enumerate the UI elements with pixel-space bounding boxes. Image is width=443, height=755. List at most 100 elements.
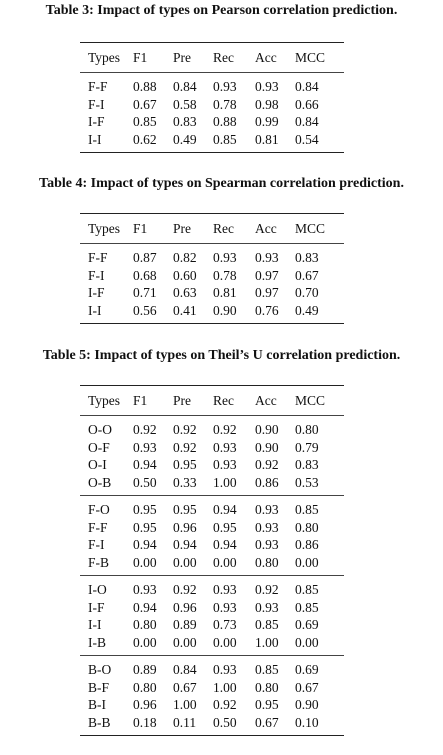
table-cell: 0.92 xyxy=(173,422,197,437)
table-cell: 0.41 xyxy=(173,302,197,318)
table-row: F-F 0.87 0.82 0.93 0.93 0.83 xyxy=(80,244,344,267)
column-header: F1 xyxy=(133,385,173,416)
table-cell: 0.93 xyxy=(255,250,279,265)
row-label: I-F xyxy=(88,114,105,129)
header-row: Types F1 Pre Rec Acc MCC xyxy=(80,213,344,244)
table-cell: 0.56 xyxy=(133,302,157,318)
table-cell: 0.85 xyxy=(255,655,295,679)
table-cell: 0.94 xyxy=(213,495,255,519)
table-cell: 0.92 xyxy=(255,575,295,599)
row-label: O-F xyxy=(88,439,110,455)
row-label: O-O xyxy=(88,422,112,437)
column-header: Acc xyxy=(255,385,295,416)
table-cell: 0.10 xyxy=(295,714,319,730)
table-cell: 0.85 xyxy=(295,495,344,519)
data-table: Types F1 Pre Rec Acc MCC F-F 0.88 0.84 0.93 0.93 0.… xyxy=(80,42,344,153)
table-cell: 0.98 xyxy=(255,96,279,112)
table-cell: 0.69 xyxy=(295,617,319,632)
table-cell: 0.93 xyxy=(213,79,237,94)
table-cell: 0.93 xyxy=(213,599,237,615)
table-row: B-O 0.89 0.84 0.93 0.85 0.69 xyxy=(80,655,344,679)
table-cell: 0.85 xyxy=(295,599,319,615)
table-cell: 0.93 xyxy=(255,519,279,535)
table-cell: 0.95 xyxy=(255,697,279,712)
table-row: B-B 0.18 0.11 0.50 0.67 0.10 xyxy=(80,714,344,736)
table-cell: 1.00 xyxy=(213,474,237,490)
table-row: I-I 0.56 0.41 0.90 0.76 0.49 xyxy=(80,302,344,324)
table-cell: 0.84 xyxy=(295,114,319,129)
column-header: Acc xyxy=(255,42,295,73)
table-cell: 0.93 xyxy=(255,599,279,615)
column-header: F1 xyxy=(133,42,173,73)
table-row: F-I 0.68 0.60 0.78 0.97 0.67 xyxy=(80,267,344,285)
table-cell: 0.93 xyxy=(213,457,237,472)
table-cell: 0.80 xyxy=(295,519,319,535)
table-cell: 0.92 xyxy=(255,457,279,472)
table-cell: 0.94 xyxy=(133,537,157,552)
table-cell: 0.60 xyxy=(173,267,197,283)
data-table: Types F1 Pre Rec Acc MCC F-F 0.87 0.82 0.93 0.93 0.… xyxy=(80,213,344,324)
table-row: F-O 0.95 0.95 0.94 0.93 0.85 xyxy=(80,495,344,519)
column-header: Pre xyxy=(173,385,213,416)
table-cell: 0.80 xyxy=(133,617,157,632)
row-label: B-O xyxy=(80,655,133,679)
table-cell: 0.76 xyxy=(255,302,279,318)
table-cell: 0.95 xyxy=(173,495,213,519)
table-cell: 0.84 xyxy=(295,79,319,94)
table-cell: 0.00 xyxy=(173,634,197,650)
table-row: I-I 0.80 0.89 0.73 0.85 0.69 xyxy=(80,616,344,634)
table-row: F-I 0.94 0.94 0.94 0.93 0.86 xyxy=(80,536,344,554)
table-cell: 0.95 xyxy=(173,457,197,472)
table-cell: 0.90 xyxy=(255,439,279,455)
table-cell: 0.83 xyxy=(295,457,319,472)
table-row: I-F 0.71 0.63 0.81 0.97 0.70 xyxy=(80,284,344,302)
table-cell: 0.63 xyxy=(173,285,197,300)
table-cell: 0.97 xyxy=(255,285,279,300)
table-cell: 0.84 xyxy=(173,79,197,94)
row-label: I-I xyxy=(88,617,102,632)
table-cell: 0.92 xyxy=(213,697,237,712)
table-cell: 0.79 xyxy=(295,439,319,455)
table-row: O-F 0.93 0.92 0.93 0.90 0.79 xyxy=(80,439,344,457)
column-header: Acc xyxy=(255,213,295,244)
table-caption: Table 3: Impact of types on Pearson corr… xyxy=(45,3,398,18)
table-cell: 0.00 xyxy=(133,554,157,570)
row-label: B-B xyxy=(88,714,111,730)
table-cell: 1.00 xyxy=(173,697,197,712)
table-cell: 0.62 xyxy=(133,131,157,147)
table-cell: 0.93 xyxy=(255,495,295,519)
table-cell: 0.70 xyxy=(295,285,319,300)
table-cell: 0.33 xyxy=(173,474,197,490)
row-label: I-O xyxy=(80,575,133,599)
table-cell: 0.93 xyxy=(133,575,173,599)
table-cell: 0.86 xyxy=(255,474,279,490)
header-row: Types F1 Pre Rec Acc MCC xyxy=(80,385,344,416)
table-cell: 0.84 xyxy=(173,655,213,679)
table-cell: 0.80 xyxy=(255,679,279,695)
table-cell: 0.96 xyxy=(173,519,197,535)
table-cell: 0.90 xyxy=(295,697,319,712)
table-cell: 0.49 xyxy=(173,131,197,147)
table-cell: 0.80 xyxy=(133,679,157,695)
table-row: O-B 0.50 0.33 1.00 0.86 0.53 xyxy=(80,474,344,496)
table-cell: 0.87 xyxy=(133,250,157,265)
table-caption: Table 5: Impact of types on Theil’s U co… xyxy=(42,348,401,363)
row-label: I-F xyxy=(88,285,105,300)
table-cell: 0.93 xyxy=(255,79,279,94)
row-label: F-I xyxy=(88,96,105,112)
table-cell: 0.99 xyxy=(255,114,279,129)
row-label: O-I xyxy=(88,457,107,472)
row-label: I-I xyxy=(88,302,102,318)
table-cell: 0.00 xyxy=(295,634,319,650)
table-cell: 0.90 xyxy=(213,302,237,318)
column-header: Pre xyxy=(173,42,213,73)
column-header: Pre xyxy=(173,213,213,244)
table-row: I-F 0.85 0.83 0.88 0.99 0.84 xyxy=(80,113,344,131)
table-cell: 0.94 xyxy=(133,457,157,472)
table-cell: 0.89 xyxy=(133,655,173,679)
row-label: F-I xyxy=(88,537,105,552)
table-cell: 0.82 xyxy=(173,250,197,265)
table-cell: 0.81 xyxy=(255,131,279,147)
table-cell: 0.00 xyxy=(173,554,197,570)
header-row: Types F1 Pre Rec Acc MCC xyxy=(80,42,344,73)
